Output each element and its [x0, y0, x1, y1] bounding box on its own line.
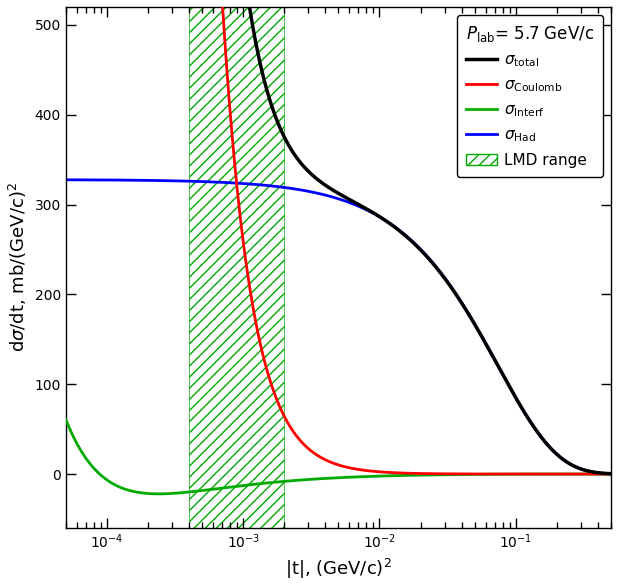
Legend: $\sigma_{\mathregular{total}}$, $\sigma_{\mathregular{Coulomb}}$, $\sigma_{\math: $\sigma_{\mathregular{total}}$, $\sigma_…	[457, 15, 603, 177]
X-axis label: |t|, (GeV/c)$^2$: |t|, (GeV/c)$^2$	[285, 557, 392, 581]
Y-axis label: d$\sigma$/dt, mb/(GeV/c)$^2$: d$\sigma$/dt, mb/(GeV/c)$^2$	[7, 182, 29, 352]
Bar	[189, 7, 284, 528]
